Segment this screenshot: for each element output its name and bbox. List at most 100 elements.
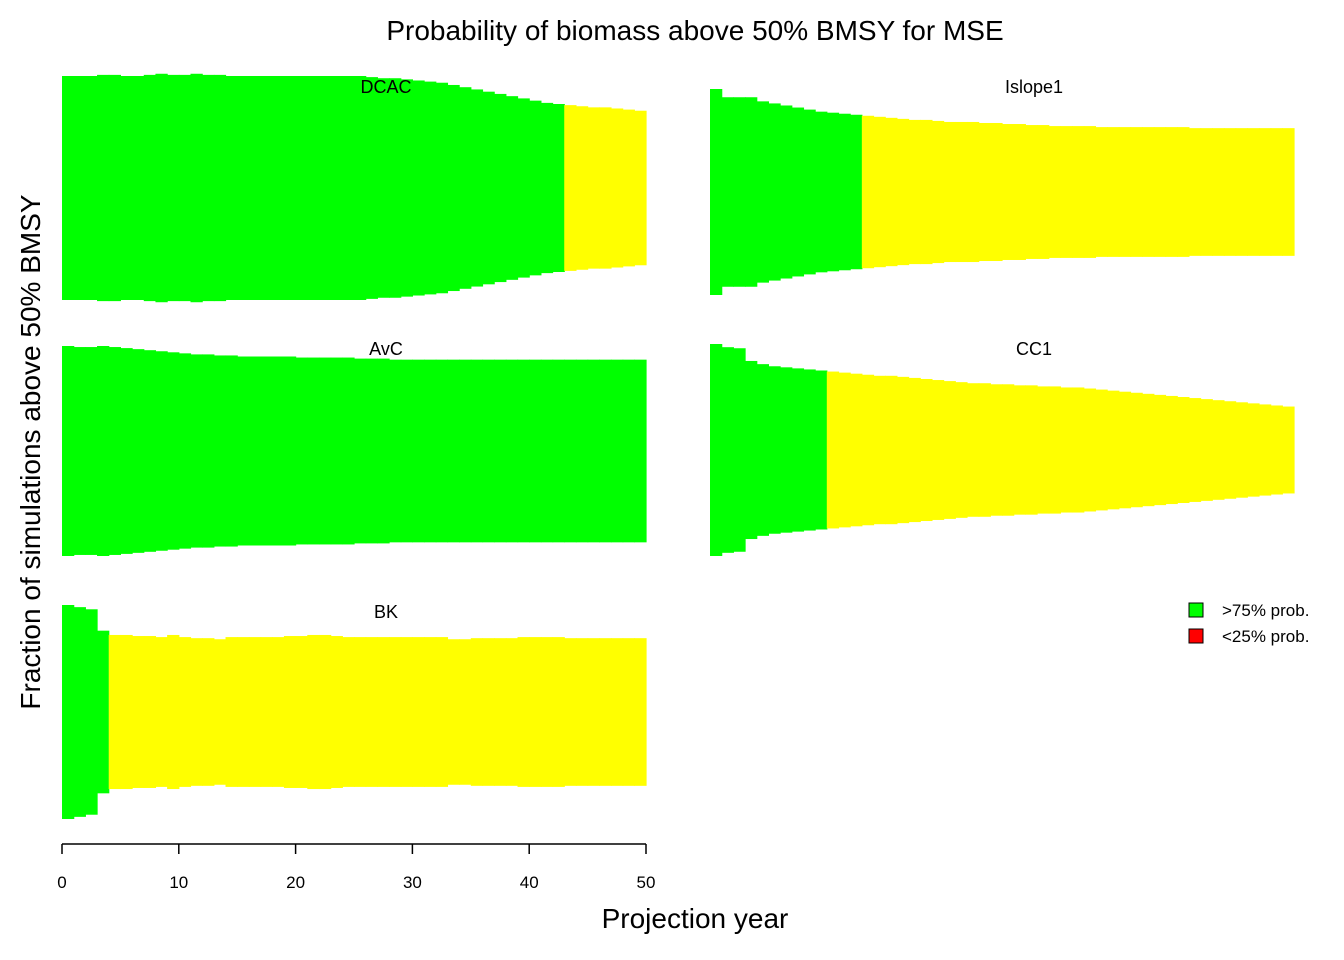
bar-dcac-year-37 [482, 91, 495, 285]
bar-avc-year-50 [634, 359, 647, 543]
bar-islope1-year-50 [1282, 128, 1295, 256]
bar-avc-year-25 [342, 357, 355, 545]
bar-avc-year-39 [505, 359, 519, 543]
bar-avc-year-46 [587, 359, 600, 543]
bar-islope1-year-9 [803, 109, 816, 275]
bar-bk-year-48 [610, 638, 624, 786]
bar-dcac-year-35 [459, 87, 472, 289]
legend-swatch [1188, 602, 1204, 618]
bar-islope1-year-32 [1072, 126, 1085, 258]
bar-bk-year-30 [400, 637, 413, 787]
panels: DCAC Islope1 AvC CC1 BK [62, 73, 1295, 819]
bar-bk-year-20 [283, 636, 297, 788]
bar-bk-year-46 [587, 638, 600, 786]
bar-dcac-year-14 [213, 74, 227, 302]
bar-avc-year-5 [108, 347, 121, 555]
bar-dcac-year-20 [283, 76, 297, 300]
bar-islope1-year-26 [1002, 124, 1015, 260]
bar-dcac-year-15 [225, 76, 238, 300]
bar-cc1-year-36 [1118, 391, 1132, 509]
bar-cc1-year-50 [1282, 406, 1295, 494]
bar-bk-year-50 [634, 638, 647, 786]
bar-dcac-year-43 [552, 104, 565, 272]
bar-dcac-year-22 [307, 76, 320, 300]
bar-cc1-year-7 [780, 367, 793, 533]
bar-dcac-year-36 [470, 89, 484, 287]
bar-bk-year-18 [260, 637, 273, 787]
panel-label: Islope1 [1005, 77, 1063, 97]
bar-islope1-year-25 [990, 122, 1003, 262]
bar-cc1-year-40 [1165, 395, 1178, 505]
bar-avc-year-19 [272, 356, 285, 546]
bar-cc1-year-47 [1247, 403, 1260, 497]
bar-dcac-year-39 [505, 96, 519, 280]
bar-dcac-year-1 [62, 76, 75, 300]
bar-islope1-year-47 [1247, 128, 1260, 256]
bar-cc1-year-34 [1095, 389, 1108, 511]
bar-bk-year-10 [167, 634, 180, 790]
x-axis-title: Projection year [602, 903, 789, 934]
bar-dcac-year-50 [634, 110, 647, 266]
bar-cc1-year-5 [756, 364, 769, 536]
bar-avc-year-47 [599, 359, 612, 543]
bar-cc1-year-28 [1025, 385, 1038, 515]
bar-islope1-year-24 [978, 122, 991, 262]
bar-dcac-year-38 [494, 93, 507, 283]
bar-islope1-year-17 [896, 118, 910, 266]
bar-avc-year-12 [190, 354, 203, 548]
bar-islope1-year-29 [1037, 125, 1050, 259]
bar-dcac-year-11 [178, 74, 192, 302]
bar-bk-year-23 [318, 634, 332, 790]
bar-cc1-year-38 [1142, 393, 1155, 507]
bar-dcac-year-6 [120, 76, 133, 300]
bar-dcac-year-34 [447, 84, 460, 292]
bar-bk-year-26 [354, 637, 367, 787]
bar-avc-year-22 [307, 357, 320, 545]
bar-islope1-year-11 [826, 112, 840, 272]
bar-islope1-year-39 [1153, 127, 1167, 257]
bar-islope1-year-12 [838, 113, 851, 271]
x-tick-label: 30 [403, 873, 422, 892]
bar-bk-year-25 [342, 637, 355, 787]
bar-avc-year-4 [97, 346, 110, 556]
bar-avc-year-30 [400, 359, 413, 543]
bar-cc1-year-14 [861, 374, 875, 526]
bar-dcac-year-23 [318, 76, 332, 300]
bar-cc1-year-21 [943, 381, 956, 519]
bar-avc-year-13 [202, 354, 215, 548]
bar-bk-year-36 [470, 638, 484, 786]
bar-islope1-year-3 [733, 97, 746, 287]
bar-dcac-year-7 [132, 76, 145, 300]
bar-islope1-year-1 [710, 89, 723, 295]
bar-islope1-year-42 [1188, 128, 1202, 256]
bar-bk-year-35 [459, 639, 472, 785]
bar-cc1-year-46 [1235, 402, 1248, 498]
bar-islope1-year-8 [791, 107, 805, 277]
bar-avc-year-16 [237, 356, 250, 546]
bar-avc-year-10 [167, 352, 180, 550]
bar-cc1-year-11 [826, 371, 840, 529]
bar-islope1-year-15 [873, 116, 886, 268]
bar-islope1-year-48 [1258, 128, 1272, 256]
x-axis: 0 10 20 30 40 50 [57, 843, 655, 892]
bar-dcac-year-8 [143, 74, 157, 302]
bar-avc-year-26 [354, 358, 367, 544]
bar-dcac-year-42 [540, 102, 554, 274]
bar-dcac-year-2 [73, 76, 86, 300]
panel-cc1: CC1 [710, 339, 1295, 556]
bar-bk-year-14 [213, 639, 227, 785]
bar-islope1-year-6 [768, 103, 781, 281]
bar-dcac-year-21 [295, 76, 308, 300]
x-tick-label: 10 [169, 873, 188, 892]
panel-bk: BK [62, 602, 647, 819]
bar-islope1-year-19 [920, 119, 933, 265]
bar-cc1-year-42 [1188, 398, 1202, 502]
bar-avc-year-43 [552, 359, 565, 543]
panel-label: DCAC [360, 77, 411, 97]
bar-cc1-year-45 [1223, 401, 1237, 499]
bar-islope1-year-43 [1200, 128, 1213, 256]
bar-bk-year-19 [272, 637, 285, 787]
bar-dcac-year-41 [529, 100, 542, 276]
bar-islope1-year-13 [850, 114, 863, 270]
bar-avc-year-2 [73, 347, 86, 555]
